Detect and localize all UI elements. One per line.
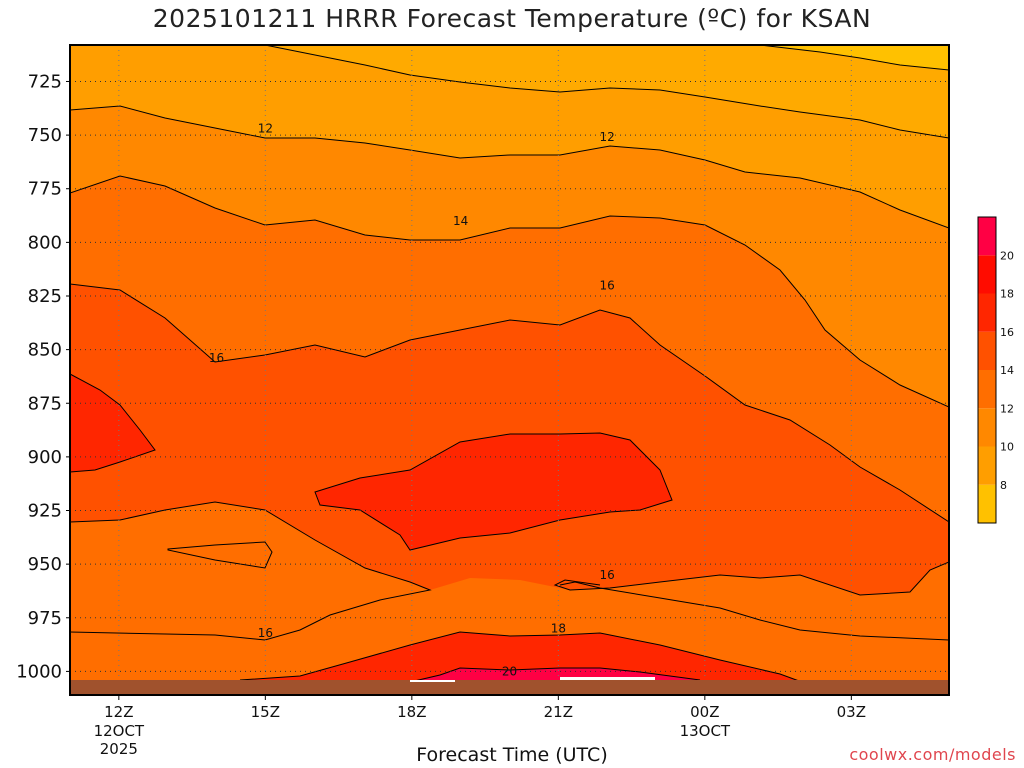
- contour-label: 16: [258, 626, 273, 640]
- x-tick-label: 00Z: [690, 703, 719, 721]
- colorbar-label: 18: [1000, 288, 1014, 301]
- y-tick-label: 800: [28, 232, 62, 253]
- band-18-20-center: [315, 433, 672, 550]
- y-tick-label: 1000: [16, 661, 62, 682]
- x-tick-label: 15Z: [251, 703, 280, 721]
- band-14-16-pocket: [70, 502, 430, 640]
- colorbar: 8 10 12 14 16 18 20: [977, 216, 1014, 524]
- y-tick-label: 825: [28, 286, 62, 307]
- contour-label: 12: [258, 122, 273, 136]
- x-tick-label: 03Z: [837, 703, 866, 721]
- contour-label: 20: [502, 664, 517, 678]
- band-18-20-left: [70, 374, 155, 472]
- x-tick-sublabel: 12OCT: [94, 722, 145, 740]
- x-tick-label: 21Z: [544, 703, 573, 721]
- plot-frame: [69, 44, 950, 696]
- x-tick-label: 12Z: [104, 703, 133, 721]
- colorbar-label: 16: [1000, 326, 1014, 339]
- y-tick-label: 900: [28, 447, 62, 468]
- colorbar-segment: [978, 484, 996, 523]
- contour-label: 14: [453, 214, 468, 228]
- gridlines: [70, 45, 949, 695]
- surface-band: [70, 680, 949, 695]
- colorbar-frame: [977, 216, 997, 524]
- credit-text: coolwx.com/models: [849, 745, 1016, 764]
- contour-label: 16: [209, 351, 224, 365]
- colorbar-segment: [978, 408, 996, 447]
- y-tick-label: 875: [28, 393, 62, 414]
- colorbar-label: 8: [1000, 479, 1007, 492]
- y-tick-label: 975: [28, 608, 62, 629]
- y-tick-label: 850: [28, 340, 62, 361]
- surface-white-patch: [410, 677, 655, 682]
- colorbar-label: 12: [1000, 402, 1014, 415]
- y-tick-label: 750: [28, 125, 62, 146]
- colorbar-segment: [978, 446, 996, 485]
- y-tick-label: 775: [28, 179, 62, 200]
- band-8-10: [265, 45, 949, 138]
- chart-title: 2025101211 HRRR Forecast Temperature (ºC…: [152, 4, 872, 33]
- x-tick-label: 18Z: [397, 703, 426, 721]
- y-tick-label: 950: [28, 554, 62, 575]
- contour-fill: [70, 45, 949, 695]
- contour-lines: [70, 45, 949, 686]
- x-tick-sublabel: 13OCT: [680, 722, 731, 740]
- colorbar-label: 14: [1000, 364, 1014, 377]
- contour-label: 18: [551, 621, 566, 635]
- x-axis-label: Forecast Time (UTC): [416, 744, 608, 766]
- y-tick-label: 725: [28, 71, 62, 92]
- colorbar-segment: [978, 293, 996, 332]
- contour-label: 12: [600, 130, 615, 144]
- y-tick-label: 925: [28, 501, 62, 522]
- colorbar-label: 10: [1000, 441, 1014, 454]
- contour-labels: 12 12 14 16 16 16 16 18 20: [209, 122, 615, 679]
- colorbar-label: 20: [1000, 249, 1014, 262]
- x-tick-sublabel: 2025: [100, 740, 138, 758]
- colorbar-segment: [978, 331, 996, 370]
- colorbar-segment: [978, 255, 996, 294]
- contour-label: 16: [600, 278, 615, 292]
- y-axis: 725 750 775 800 825 850 875 900 925 950 975 1000: [16, 71, 70, 682]
- contour-label: 16: [600, 568, 615, 582]
- colorbar-segment: [978, 370, 996, 409]
- band-6-8: [760, 45, 949, 70]
- band-18-20-surface: [240, 632, 810, 685]
- colorbar-segment: [978, 217, 996, 256]
